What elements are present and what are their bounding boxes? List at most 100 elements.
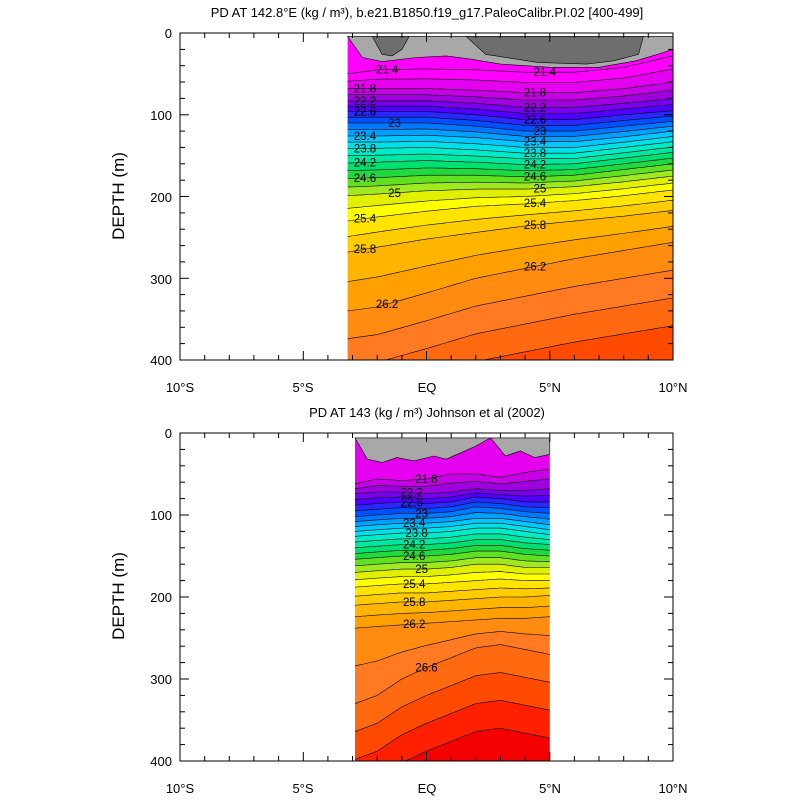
isopycnal-line <box>347 81 673 93</box>
density-band <box>355 606 550 629</box>
contour-label: 21.8 <box>415 474 437 486</box>
density-band <box>347 147 673 165</box>
density-band <box>355 728 550 761</box>
isopycnal-line <box>354 550 550 560</box>
isopycnal-line <box>354 496 550 506</box>
density-band <box>347 158 673 179</box>
density-band <box>347 110 673 126</box>
contour-label: 23.4 <box>403 518 426 530</box>
isopycnal-line <box>347 104 673 114</box>
contour-field <box>354 437 551 761</box>
contour-label: 24.2 <box>524 160 546 172</box>
isopycnal-line <box>354 587 550 597</box>
density-band <box>355 506 550 522</box>
isopycnal-line <box>354 644 550 704</box>
isopycnal-line <box>354 578 550 588</box>
contour-label: 21.4 <box>376 65 399 77</box>
contour-label: 23 <box>415 508 428 520</box>
density-band <box>347 163 673 188</box>
density-band <box>355 616 550 666</box>
contour-label: 23.8 <box>524 148 546 160</box>
contour-label: 24.6 <box>403 551 425 563</box>
contour-label: 24.2 <box>403 540 425 552</box>
contour-field <box>347 36 673 360</box>
isopycnal-line <box>347 189 673 222</box>
isopycnal-line <box>347 325 673 360</box>
contour-label: 21.8 <box>524 88 546 100</box>
contour-label: 22.2 <box>354 96 376 108</box>
density-band <box>347 176 673 209</box>
isopycnal-line <box>347 226 673 282</box>
density-band <box>355 488 550 500</box>
x-tick-label: 5°S <box>292 380 313 395</box>
density-band <box>355 644 550 732</box>
density-band <box>347 210 673 282</box>
contour-label: 24.6 <box>354 173 376 185</box>
isopycnal-line <box>347 110 673 120</box>
contour-label: 23.4 <box>524 137 547 149</box>
contour-label: 23.8 <box>354 143 376 155</box>
y-tick-label: 0 <box>165 26 172 41</box>
density-band <box>347 116 673 132</box>
isopycnal-line <box>354 616 550 629</box>
isopycnal-line <box>354 539 550 549</box>
density-band <box>347 200 673 253</box>
contour-label: 22.2 <box>524 102 546 114</box>
density-band <box>355 564 550 580</box>
isopycnal-line <box>347 55 673 75</box>
x-tick-label: EQ <box>418 380 437 395</box>
x-tick-label: 10°S <box>166 781 195 796</box>
density-band <box>355 672 550 760</box>
x-tick-label: 5°N <box>539 380 561 395</box>
density-band <box>347 242 673 339</box>
isopycnal-line <box>354 563 550 573</box>
isopycnal-line <box>347 125 673 137</box>
panel-obs: PD AT 143 (kg / m³) Johnson et al (2002)… <box>109 405 688 796</box>
contour-label: 22.6 <box>524 115 546 127</box>
contour-label: 25 <box>415 564 428 576</box>
contour-label: 25 <box>388 188 401 200</box>
density-band <box>347 136 673 154</box>
contour-label: 23 <box>388 118 401 130</box>
isopycnal-line <box>347 68 673 83</box>
contour-label: 25.8 <box>524 220 546 232</box>
x-tick-label: 5°S <box>292 781 313 796</box>
axis-ticks <box>179 432 674 762</box>
isopycnal-line <box>354 605 550 617</box>
y-tick-label: 0 <box>165 426 172 441</box>
isopycnal-line <box>347 199 673 237</box>
density-band <box>347 152 673 171</box>
isopycnal-line <box>347 141 673 154</box>
isopycnal-line <box>354 595 550 606</box>
isopycnal-line <box>354 557 550 567</box>
y-tick-label: 300 <box>150 672 172 687</box>
isopycnal-line <box>354 631 550 667</box>
density-band <box>355 595 550 617</box>
isopycnal-line <box>354 492 550 500</box>
density-band <box>355 557 550 573</box>
density-band <box>347 190 673 237</box>
density-band <box>355 571 550 588</box>
density-band <box>355 518 550 532</box>
contour-label: 26.2 <box>376 299 398 311</box>
density-band <box>347 82 673 100</box>
density-band <box>347 126 673 142</box>
isopycnal-line <box>347 89 673 101</box>
x-tick-label: 10°N <box>658 380 687 395</box>
isopycnal-line <box>354 522 550 532</box>
y-tick-label: 200 <box>150 190 172 205</box>
contour-label: 23 <box>534 126 547 138</box>
contour-label: 26.6 <box>415 663 437 675</box>
isopycnal-line <box>347 146 673 160</box>
density-band <box>347 98 673 114</box>
isopycnal-line <box>347 136 673 148</box>
density-band <box>355 469 550 489</box>
isopycnal-line <box>354 518 550 527</box>
contour-label: 21.8 <box>354 84 376 96</box>
contour-label: 25.8 <box>403 597 425 609</box>
isopycnal-line <box>347 121 673 132</box>
density-band <box>355 588 550 606</box>
isopycnal-line <box>354 533 550 543</box>
